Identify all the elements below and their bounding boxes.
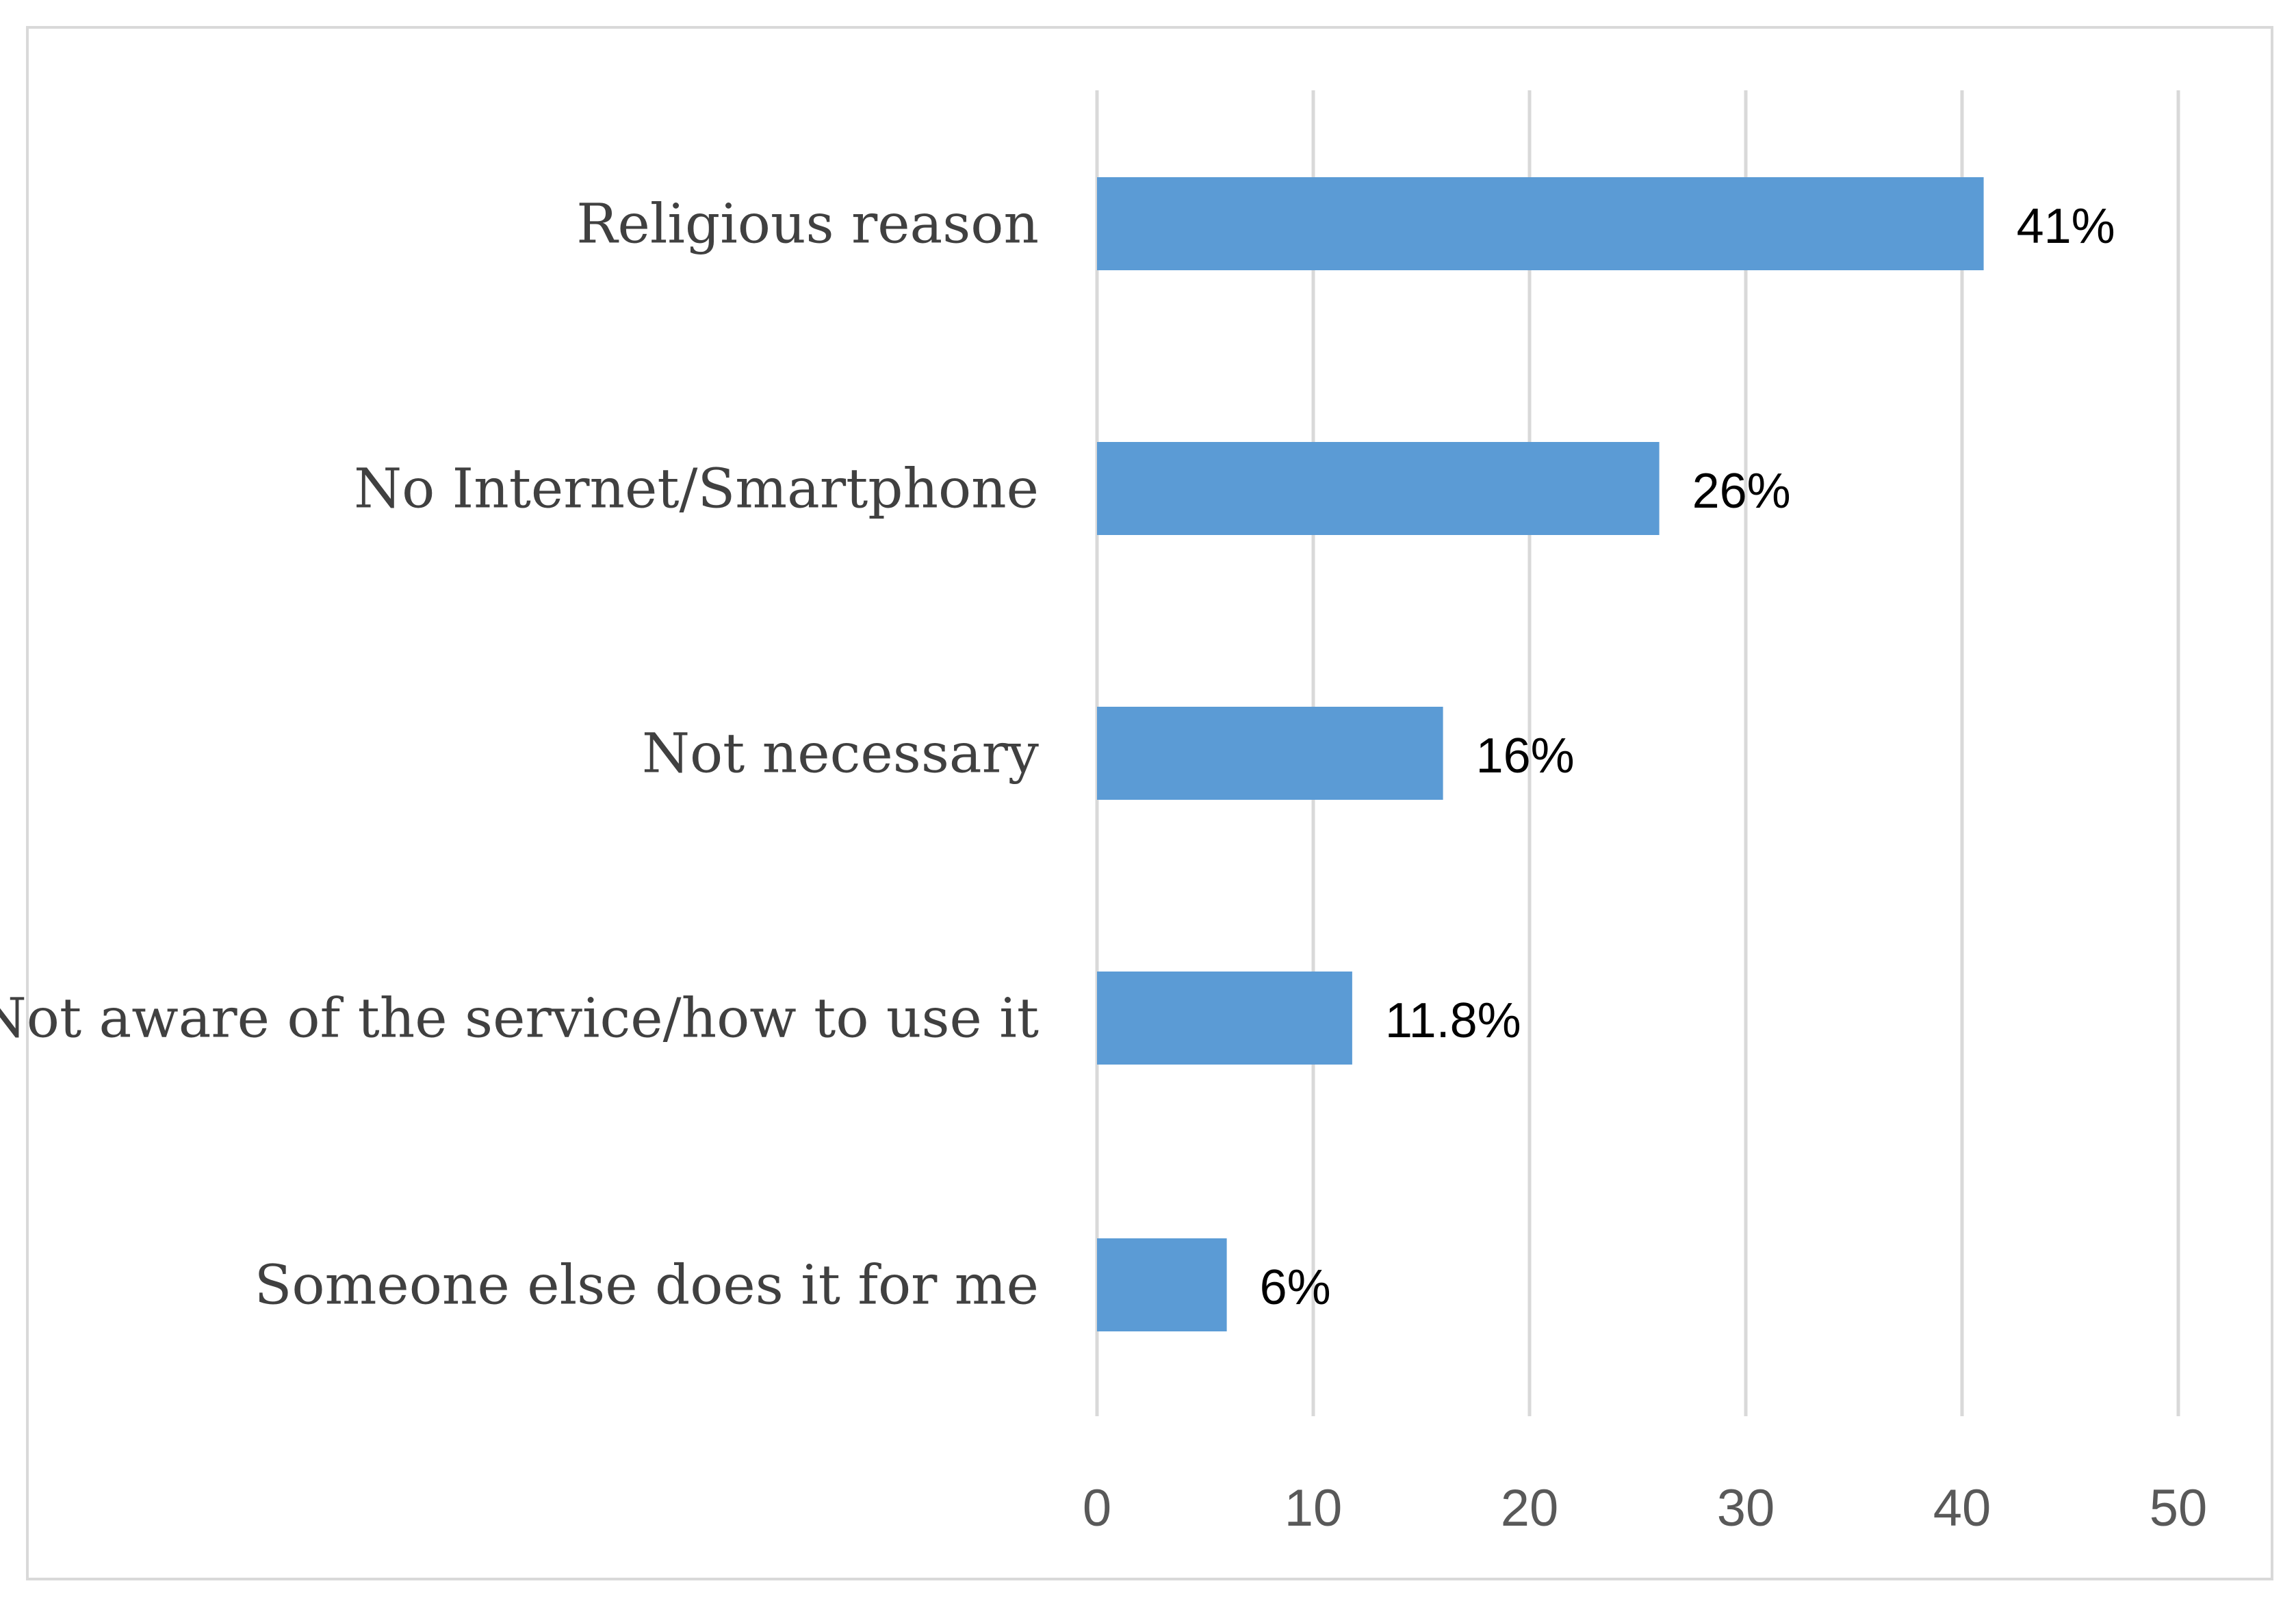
data-label-2: 26%	[1692, 464, 1791, 519]
bar-2	[1097, 442, 1660, 535]
x-tick-label-0: 0	[1083, 1479, 1111, 1537]
category-label-4: Not aware of the service/how to use it	[0, 987, 1039, 1050]
data-label-3: 16%	[1476, 729, 1575, 783]
bars	[1097, 177, 1984, 1331]
category-label-5: Someone else does it for me	[255, 1253, 1039, 1317]
data-label-1: 41%	[2017, 199, 2115, 254]
bar-3	[1097, 707, 1443, 800]
data-label-5: 6%	[1260, 1260, 1331, 1315]
category-labels: Religious reason No Internet/Smartphone No…	[0, 192, 1039, 1317]
category-label-2: No Internet/Smartphone	[354, 457, 1039, 521]
x-axis-tick-labels: 0 10 20 30 40 50	[1083, 1479, 2207, 1537]
bar-5	[1097, 1238, 1227, 1331]
x-tick-label-40: 40	[1933, 1479, 1991, 1537]
data-label-4: 11.8%	[1385, 993, 1521, 1048]
data-labels: 41% 26% 16% 11.8% 6%	[1260, 199, 2115, 1315]
category-label-3: Not necessary	[642, 722, 1039, 785]
x-tick-label-20: 20	[1501, 1479, 1559, 1537]
bar-4	[1097, 972, 1352, 1065]
x-tick-label-50: 50	[2150, 1479, 2208, 1537]
x-tick-label-10: 10	[1285, 1479, 1343, 1537]
gridlines	[1095, 90, 2180, 1416]
category-label-1: Religious reason	[576, 192, 1039, 256]
x-tick-label-30: 30	[1717, 1479, 1775, 1537]
bar-1	[1097, 177, 1984, 270]
